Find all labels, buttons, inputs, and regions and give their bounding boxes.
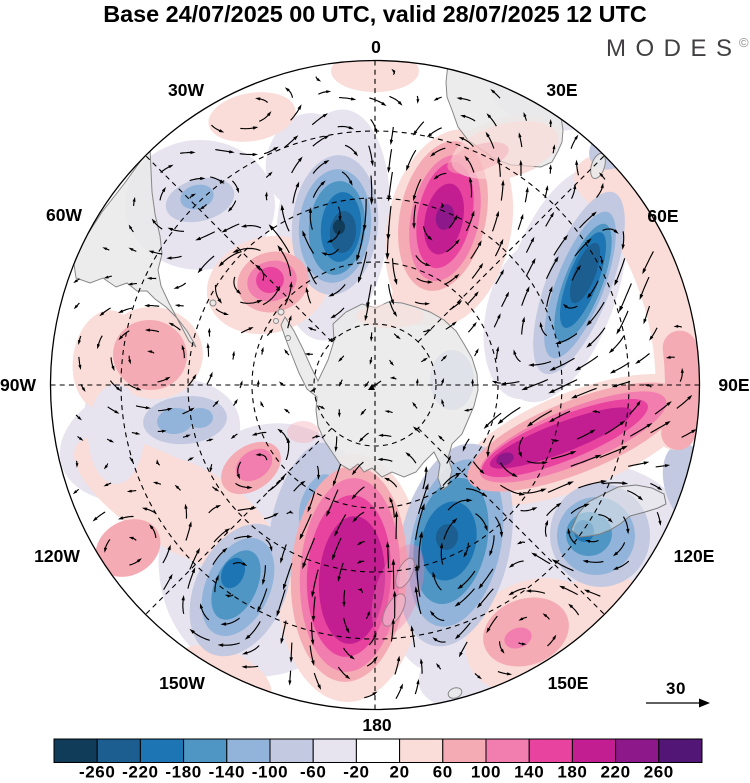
svg-text:-260: -260 bbox=[79, 763, 115, 782]
svg-text:60W: 60W bbox=[46, 205, 82, 225]
svg-text:100: 100 bbox=[471, 763, 501, 782]
svg-text:180: 180 bbox=[362, 715, 391, 735]
svg-text:MODES: MODES bbox=[606, 35, 742, 62]
svg-text:30: 30 bbox=[666, 679, 686, 698]
svg-text:Base 24/07/2025 00 UTC, valid: Base 24/07/2025 00 UTC, valid 28/07/2025… bbox=[103, 1, 647, 27]
svg-text:90E: 90E bbox=[718, 375, 749, 395]
svg-text:30W: 30W bbox=[168, 80, 204, 100]
svg-text:120W: 120W bbox=[34, 546, 80, 566]
svg-text:120E: 120E bbox=[674, 546, 715, 566]
svg-text:-220: -220 bbox=[122, 763, 158, 782]
svg-text:150W: 150W bbox=[159, 673, 205, 693]
svg-text:180: 180 bbox=[557, 763, 587, 782]
svg-text:220: 220 bbox=[601, 763, 631, 782]
svg-text:60E: 60E bbox=[647, 206, 678, 226]
svg-text:30E: 30E bbox=[546, 80, 577, 100]
svg-text:20: 20 bbox=[390, 763, 410, 782]
svg-text:-140: -140 bbox=[209, 763, 245, 782]
svg-text:0: 0 bbox=[371, 37, 381, 57]
svg-text:-100: -100 bbox=[252, 763, 288, 782]
svg-text:©: © bbox=[739, 35, 749, 50]
svg-text:140: 140 bbox=[514, 763, 544, 782]
svg-text:260: 260 bbox=[644, 763, 674, 782]
svg-text:-60: -60 bbox=[300, 763, 326, 782]
svg-text:150E: 150E bbox=[548, 673, 589, 693]
svg-text:-180: -180 bbox=[165, 763, 201, 782]
svg-text:60: 60 bbox=[433, 763, 453, 782]
svg-text:-20: -20 bbox=[343, 763, 369, 782]
svg-text:90W: 90W bbox=[0, 375, 36, 395]
